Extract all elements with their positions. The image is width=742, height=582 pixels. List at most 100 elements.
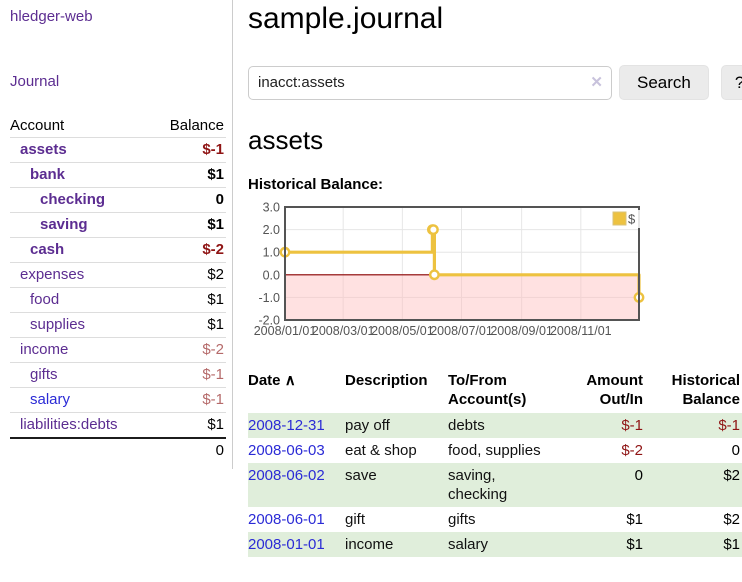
svg-text:2008/03/01: 2008/03/01 (312, 324, 375, 338)
register-historical: $-1 (718, 417, 740, 434)
account-row: gifts $-1 (10, 362, 226, 388)
register-historical: $2 (723, 467, 740, 484)
svg-text:2008/11/01: 2008/11/01 (550, 324, 612, 338)
account-link[interactable]: income (20, 341, 69, 358)
account-row: liabilities:debts $1 (10, 412, 226, 439)
account-row: checking 0 (10, 187, 226, 213)
historical-balance-chart[interactable]: $3.0 2.0 1.0 0.0 -1.0 -2.0 2008/01/01 2008/03/0… (248, 202, 727, 350)
account-row: saving $1 (10, 212, 226, 238)
chart-title: Historical Balance: (248, 176, 384, 193)
account-link[interactable]: salary (30, 391, 71, 408)
account-row: assets $-1 (10, 137, 226, 163)
account-balance: $1 (207, 166, 224, 183)
svg-text:1.0: 1.0 (263, 246, 280, 260)
legend-swatch-icon (612, 211, 627, 226)
account-row: cash $-2 (10, 237, 226, 263)
account-link[interactable]: bank (30, 166, 66, 183)
register-row: 2008-01-01 income salary $1 $1 (248, 532, 742, 557)
register-date-link[interactable]: 2008-12-31 (248, 417, 325, 434)
account-balance: $1 (207, 216, 224, 233)
chart-svg: $3.0 2.0 1.0 0.0 -1.0 -2.02008/01/012008/03/0… (254, 202, 645, 338)
account-link[interactable]: supplies (30, 316, 86, 333)
search-wrap: ✕ (248, 65, 612, 100)
register-amount: $-2 (621, 442, 643, 459)
account-balance: $1 (207, 416, 224, 433)
account-balance: $-1 (202, 141, 224, 158)
register-amount: $1 (626, 536, 643, 553)
accounts-header-balance: Balance (169, 117, 224, 134)
sidebar-nav: Journal (10, 73, 232, 90)
svg-text:2008/09/01: 2008/09/01 (490, 324, 553, 338)
register-amount: $1 (626, 511, 643, 528)
register-header-description: Description (345, 372, 428, 389)
account-row: supplies $1 (10, 312, 226, 338)
account-link[interactable]: assets (20, 141, 67, 158)
sidebar: hledger-web Journal Account Balance asse… (0, 0, 233, 469)
svg-text:2008/05/01: 2008/05/01 (371, 324, 434, 338)
brand: hledger-web (10, 8, 232, 25)
account-link[interactable]: gifts (30, 366, 58, 383)
account-row: salary $-1 (10, 387, 226, 413)
register-header-historical: Historical Balance (671, 372, 740, 408)
account-row: food $1 (10, 287, 226, 313)
register-date-link[interactable]: 2008-06-01 (248, 511, 325, 528)
page-title: sample.journal (248, 2, 444, 35)
register-description: gift (345, 511, 366, 528)
page: hledger-web Journal Account Balance asse… (0, 0, 742, 557)
sort-ascending-icon: ∧ (284, 372, 296, 389)
svg-text:0.0: 0.0 (263, 268, 280, 282)
accounts-header-row: Account Balance (10, 114, 226, 138)
register-description: save (345, 467, 377, 484)
account-link[interactable]: food (30, 291, 60, 308)
register-historical: $1 (723, 536, 740, 553)
register-accounts: salary (448, 536, 489, 553)
register-amount: $-1 (621, 417, 643, 434)
svg-text:$: $ (628, 212, 636, 227)
main-content: sample.journal ✕ Search ? assets Histori… (233, 0, 742, 557)
sidebar-item-journal[interactable]: Journal (10, 73, 60, 90)
brand-link[interactable]: hledger-web (10, 8, 93, 25)
account-balance: $1 (207, 316, 224, 333)
register-amount: 0 (634, 467, 643, 484)
register-accounts: food, supplies (448, 442, 541, 459)
account-heading: assets (248, 125, 324, 155)
register-description: eat & shop (345, 442, 417, 459)
register-row: 2008-06-02 save saving, checking 0 $2 (248, 463, 742, 507)
svg-text:2008/01/01: 2008/01/01 (254, 324, 317, 338)
register-accounts: saving, checking (448, 467, 508, 503)
svg-text:-1.0: -1.0 (258, 291, 280, 305)
register-description: pay off (345, 417, 390, 434)
account-link[interactable]: saving (40, 216, 88, 233)
register-header-accounts: To/From Account(s) (448, 372, 527, 408)
svg-text:2.0: 2.0 (263, 223, 280, 237)
search-input[interactable] (248, 65, 612, 100)
help-button[interactable]: ? (720, 65, 742, 100)
accounts-header-account: Account (10, 117, 65, 134)
register-header-date[interactable]: Date ∧ (248, 372, 296, 389)
svg-text:-2.0: -2.0 (258, 314, 280, 328)
register-historical: $2 (723, 511, 740, 528)
account-link[interactable]: checking (40, 191, 106, 208)
account-link[interactable]: liabilities:debts (20, 416, 118, 433)
register-row: 2008-12-31 pay off debts $-1 $-1 (248, 413, 742, 438)
register-accounts: gifts (448, 511, 476, 528)
account-balance: $-2 (202, 241, 224, 258)
svg-text:2008/07/01: 2008/07/01 (430, 324, 493, 338)
account-balance: $1 (207, 291, 224, 308)
register-date-link[interactable]: 2008-06-03 (248, 442, 325, 459)
clear-search-icon[interactable]: ✕ (590, 73, 603, 91)
search-button[interactable]: Search (619, 65, 709, 100)
register-historical: 0 (731, 442, 740, 459)
register-date-link[interactable]: 2008-01-01 (248, 536, 325, 553)
svg-text:3.0: 3.0 (263, 202, 280, 215)
register-row: 2008-06-01 gift gifts $1 $2 (248, 507, 742, 532)
register-row: 2008-06-03 eat & shop food, supplies $-2 0 (248, 438, 742, 463)
search-row: ✕ Search ? (248, 65, 742, 100)
account-row: income $-2 (10, 337, 226, 363)
register-date-link[interactable]: 2008-06-02 (248, 467, 325, 484)
accounts-total-row: 0 (10, 438, 226, 463)
account-row: expenses $2 (10, 262, 226, 288)
account-link[interactable]: cash (30, 241, 65, 258)
account-link[interactable]: expenses (20, 266, 85, 283)
account-row: bank $1 (10, 162, 226, 188)
